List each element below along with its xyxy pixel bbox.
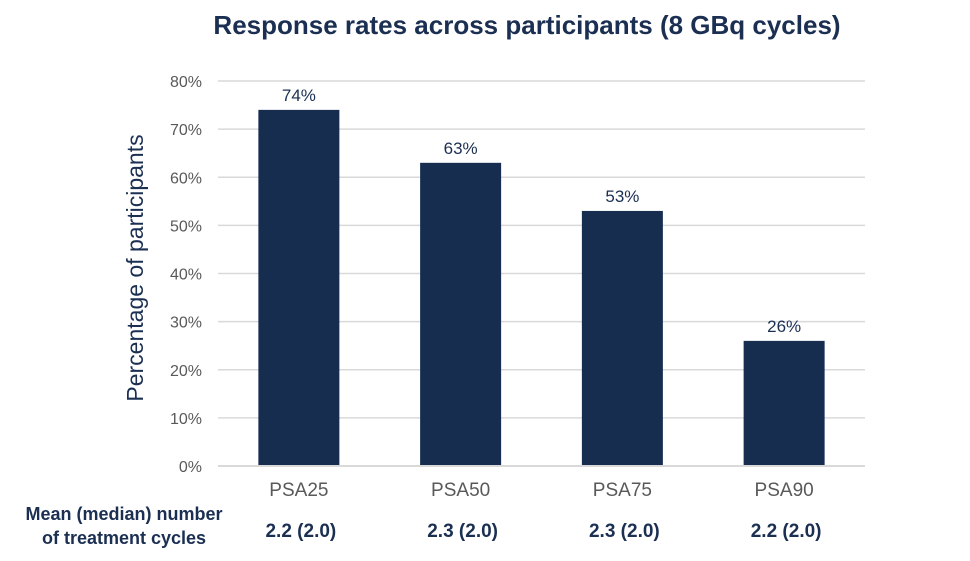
data-label: 74%	[282, 86, 316, 105]
bar-psa50	[420, 162, 502, 466]
bar-psa25	[258, 109, 340, 466]
x-tick-label: PSA75	[593, 480, 652, 501]
bar-psa75	[581, 210, 663, 466]
y-tick-label: 50%	[170, 218, 202, 235]
y-tick-label: 70%	[170, 122, 202, 139]
chart-title: Response rates across participants (8 GB…	[213, 10, 840, 40]
y-tick-label: 60%	[170, 170, 202, 187]
data-label: 53%	[605, 187, 639, 206]
bar-psa90	[743, 340, 825, 466]
x-tick-label: PSA50	[431, 480, 490, 501]
data-labels: 74% 63% 53% 26%	[282, 86, 801, 336]
y-tick-label: 0%	[179, 459, 202, 476]
data-label: 26%	[767, 317, 801, 336]
y-tick-label: 40%	[170, 267, 202, 284]
cycles-value: 2.2 (2.0)	[751, 521, 822, 542]
cycles-row-label-line1: Mean (median) number	[25, 504, 222, 524]
y-tick-label: 10%	[170, 411, 202, 428]
data-label: 63%	[444, 139, 478, 158]
bars	[258, 109, 825, 466]
x-tick-label: PSA25	[269, 480, 328, 501]
cycles-row-values: 2.2 (2.0) 2.3 (2.0) 2.3 (2.0) 2.2 (2.0)	[265, 521, 821, 542]
x-axis-categories: PSA25 PSA50 PSA75 PSA90	[269, 480, 813, 501]
cycles-value: 2.3 (2.0)	[589, 521, 660, 542]
cycles-value: 2.2 (2.0)	[265, 521, 336, 542]
cycles-value: 2.3 (2.0)	[427, 521, 498, 542]
y-tick-label: 30%	[170, 315, 202, 332]
x-tick-label: PSA90	[755, 480, 814, 501]
y-tick-label: 20%	[170, 363, 202, 380]
cycles-row-label-line2: of treatment cycles	[42, 528, 206, 548]
y-axis-label: Percentage of participants	[122, 134, 148, 401]
y-axis-ticks: 0% 10% 20% 30% 40% 50% 60% 70% 80%	[170, 74, 202, 476]
y-tick-label: 80%	[170, 74, 202, 91]
